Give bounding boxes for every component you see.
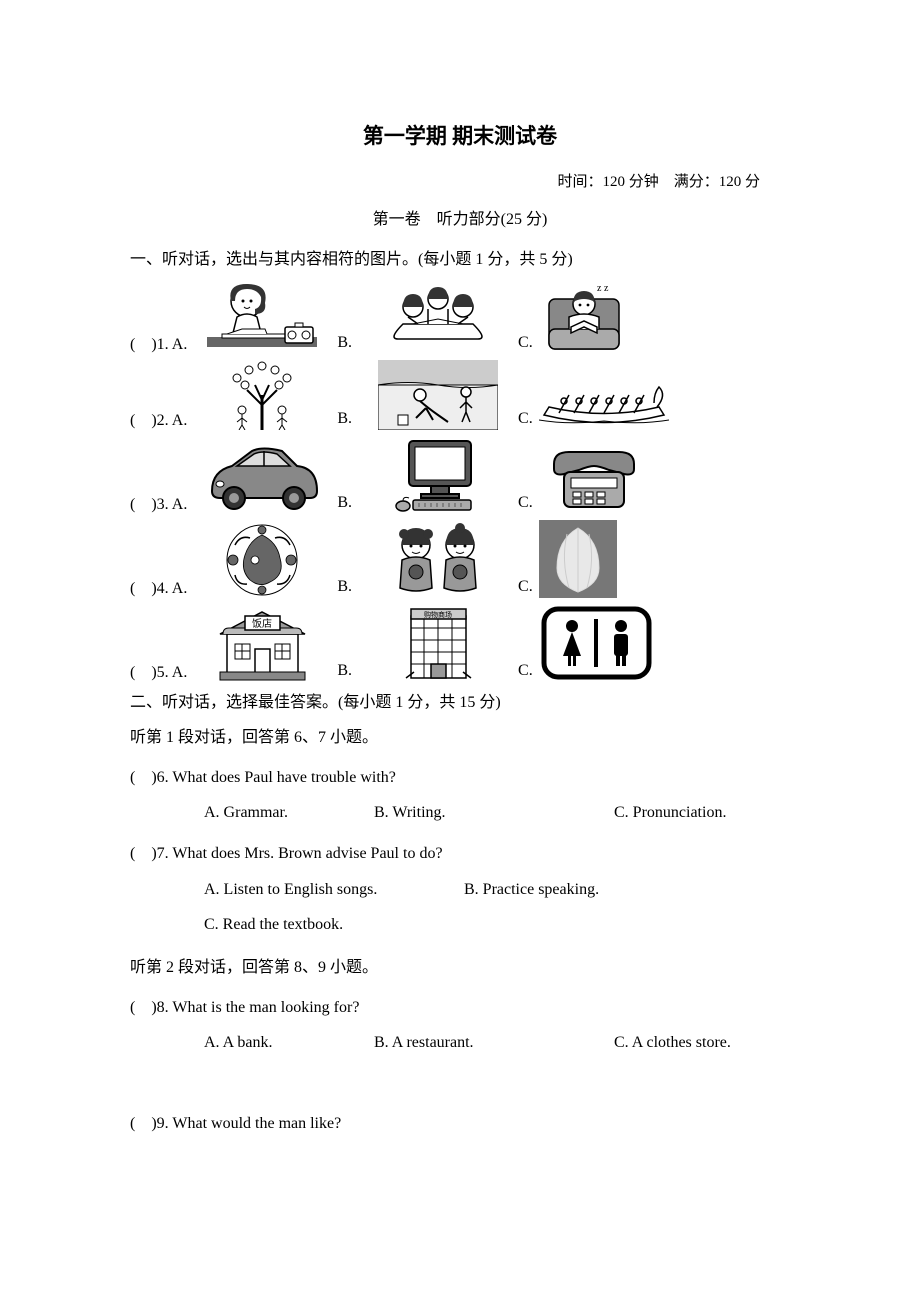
q6-opt-c: C. Pronunciation. (614, 795, 726, 830)
q4-image-c (539, 520, 617, 598)
part2-heading: 二、听对话，选择最佳答案。(每小题 1 分，共 15 分) (130, 688, 790, 712)
q9-stem: ( )9. What would the man like? (130, 1106, 790, 1141)
q4-image-b (358, 520, 518, 598)
q1-row: ( )1. A. B. (130, 279, 790, 354)
q2-label-b: B. (337, 410, 358, 430)
q7-opt-b: B. Practice speaking. (464, 872, 599, 907)
q5-image-c (539, 604, 654, 682)
q2-image-a (187, 360, 337, 430)
q4-image-a (187, 520, 337, 598)
q8-stem: ( )8. What is the man looking for? (130, 990, 790, 1025)
q8-opt-a: A. A bank. (204, 1025, 374, 1060)
q5-label-c: C. (518, 662, 539, 682)
q3-image-c (539, 444, 649, 514)
q1-image-c: z z (539, 279, 629, 354)
q6-stem: ( )6. What does Paul have trouble with? (130, 760, 790, 795)
q2-label-a: ( )2. A. (130, 406, 187, 430)
svg-text:z z: z z (597, 283, 609, 294)
q5-row: ( )5. A. 饭店 B. 购物商场 (130, 604, 790, 682)
q1-image-a (187, 279, 337, 354)
q4-label-b: B. (337, 578, 358, 598)
q5-image-b: 购物商场 (358, 604, 518, 682)
q4-row: ( )4. A. B. (130, 520, 790, 598)
svg-text:购物商场: 购物商场 (424, 610, 452, 619)
q9: ( )9. What would the man like? (130, 1106, 790, 1141)
exam-page: 第一学期 期末测试卷 时间：120 分钟 满分：120 分 第一卷 听力部分(2… (0, 0, 920, 1202)
meta-line: 时间：120 分钟 满分：120 分 (130, 170, 790, 191)
spacer (130, 1060, 790, 1100)
main-title: 第一学期 期末测试卷 (130, 120, 790, 150)
q4-label-c: C. (518, 578, 539, 598)
q1-image-b (358, 279, 518, 354)
q7-opt-c: C. Read the textbook. (204, 907, 343, 942)
dialog1-intro: 听第 1 段对话，回答第 6、7 小题。 (130, 722, 790, 754)
q7: ( )7. What does Mrs. Brown advise Paul t… (130, 836, 790, 942)
dialog2-intro: 听第 2 段对话，回答第 8、9 小题。 (130, 952, 790, 984)
q3-image-a (187, 436, 337, 514)
q2-label-c: C. (518, 410, 539, 430)
q3-label-b: B. (337, 494, 358, 514)
q3-label-c: C. (518, 494, 539, 514)
q1-label-a: ( )1. A. (130, 330, 187, 354)
q3-row: ( )3. A. B. (130, 436, 790, 514)
q5-label-b: B. (337, 662, 358, 682)
q8: ( )8. What is the man looking for? A. A … (130, 990, 790, 1060)
q2-image-c (539, 375, 669, 430)
part1-heading: 一、听对话，选出与其内容相符的图片。(每小题 1 分，共 5 分) (130, 245, 790, 269)
q1-label-c: C. (518, 334, 539, 354)
q5-label-a: ( )5. A. (130, 658, 187, 682)
q2-image-b (358, 360, 518, 430)
q1-label-b: B. (337, 334, 358, 354)
q5-image-a: 饭店 (187, 604, 337, 682)
q3-label-a: ( )3. A. (130, 490, 187, 514)
q7-opt-a: A. Listen to English songs. (204, 872, 464, 907)
q6-opt-b: B. Writing. (374, 795, 614, 830)
svg-text:饭店: 饭店 (252, 617, 272, 630)
q6-opt-a: A. Grammar. (204, 795, 374, 830)
q6: ( )6. What does Paul have trouble with? … (130, 760, 790, 830)
q8-opt-c: C. A clothes store. (614, 1025, 731, 1060)
q7-stem: ( )7. What does Mrs. Brown advise Paul t… (130, 836, 790, 871)
q2-row: ( )2. A. B. (130, 360, 790, 430)
q8-opt-b: B. A restaurant. (374, 1025, 614, 1060)
q4-label-a: ( )4. A. (130, 574, 187, 598)
section-title-listening: 第一卷 听力部分(25 分) (130, 205, 790, 229)
q3-image-b (358, 436, 518, 514)
